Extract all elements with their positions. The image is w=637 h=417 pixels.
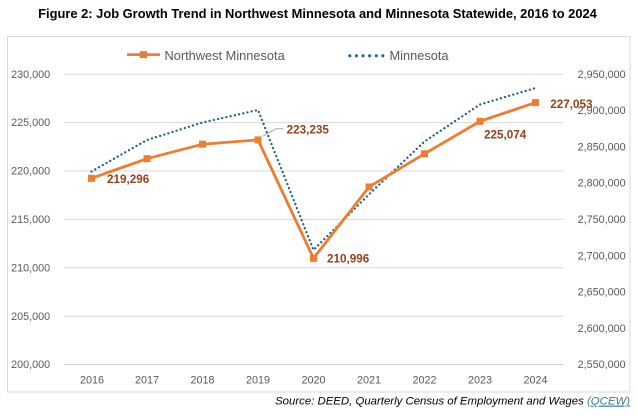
svg-text:2,650,000: 2,650,000 bbox=[578, 287, 626, 299]
svg-text:2,950,000: 2,950,000 bbox=[578, 69, 626, 81]
svg-text:2,750,000: 2,750,000 bbox=[578, 214, 626, 226]
svg-text:2019: 2019 bbox=[246, 374, 270, 386]
svg-text:225,000: 225,000 bbox=[11, 117, 50, 129]
svg-text:230,000: 230,000 bbox=[11, 69, 50, 81]
svg-text:205,000: 205,000 bbox=[11, 311, 50, 323]
svg-text:2017: 2017 bbox=[135, 374, 159, 386]
svg-text:2,800,000: 2,800,000 bbox=[578, 178, 626, 190]
svg-text:200,000: 200,000 bbox=[11, 359, 50, 371]
svg-text:223,235: 223,235 bbox=[287, 123, 330, 136]
svg-text:2023: 2023 bbox=[468, 374, 492, 386]
svg-text:2,850,000: 2,850,000 bbox=[578, 141, 626, 153]
svg-text:2024: 2024 bbox=[523, 374, 547, 386]
svg-text:2016: 2016 bbox=[80, 374, 104, 386]
svg-text:2,600,000: 2,600,000 bbox=[578, 323, 626, 335]
svg-text:2020: 2020 bbox=[301, 374, 325, 386]
svg-text:220,000: 220,000 bbox=[11, 166, 50, 178]
svg-text:2018: 2018 bbox=[190, 374, 214, 386]
svg-text:210,000: 210,000 bbox=[11, 262, 50, 274]
svg-text:Minnesota: Minnesota bbox=[390, 48, 450, 63]
svg-text:219,296: 219,296 bbox=[107, 173, 150, 186]
svg-text:215,000: 215,000 bbox=[11, 214, 50, 226]
svg-text:Northwest Minnesota: Northwest Minnesota bbox=[165, 48, 286, 63]
svg-text:Source: DEED, Quarterly Census: Source: DEED, Quarterly Census of Employ… bbox=[275, 396, 630, 408]
svg-text:2022: 2022 bbox=[412, 374, 436, 386]
svg-text:2,700,000: 2,700,000 bbox=[578, 250, 626, 262]
svg-text:210,996: 210,996 bbox=[327, 253, 370, 266]
svg-text:2021: 2021 bbox=[357, 374, 381, 386]
svg-text:2,900,000: 2,900,000 bbox=[578, 105, 626, 117]
svg-text:225,074: 225,074 bbox=[484, 128, 527, 141]
svg-text:227,053: 227,053 bbox=[550, 98, 593, 111]
svg-text:2,550,000: 2,550,000 bbox=[578, 359, 626, 371]
